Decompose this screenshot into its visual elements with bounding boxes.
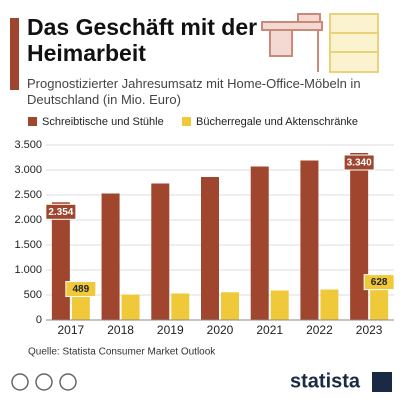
source: Quelle: Statista Consumer Market Outlook <box>28 347 216 358</box>
value-label: 628 <box>371 277 388 288</box>
x-tick-label: 2023 <box>356 323 383 337</box>
legend-label: Schreibtische und Stühle <box>42 116 164 128</box>
legend-swatch <box>28 117 37 126</box>
bar <box>201 177 219 320</box>
accent-bar <box>10 18 19 90</box>
y-tick-label: 1.000 <box>14 264 42 276</box>
y-tick-label: 2.000 <box>14 214 42 226</box>
bar <box>51 202 70 320</box>
x-tick-label: 2020 <box>207 323 234 337</box>
bar <box>270 290 289 320</box>
x-tick-label: 2021 <box>256 323 283 337</box>
value-label-box <box>343 154 375 171</box>
bar <box>370 288 389 320</box>
furniture-illustration <box>261 13 379 73</box>
bar <box>320 289 339 320</box>
x-tick-label: 2022 <box>306 323 333 337</box>
bar <box>101 193 120 320</box>
x-tick-label: 2017 <box>58 323 85 337</box>
x-tick-label: 2019 <box>157 323 184 337</box>
bar <box>221 292 239 320</box>
value-label: 489 <box>73 284 90 295</box>
bar <box>250 166 269 320</box>
y-tick-label: 2.500 <box>14 189 42 201</box>
chart-subtitle: Prognostizierter Jahresumsatz mit Home-O… <box>27 76 361 107</box>
x-tick-label: 2018 <box>107 323 134 337</box>
y-tick-label: 3.000 <box>14 164 42 176</box>
license-icons <box>11 373 77 391</box>
y-tick-label: 0 <box>36 314 42 326</box>
bar <box>300 160 319 320</box>
value-label: 2.354 <box>48 207 73 218</box>
logo: statista <box>290 370 361 392</box>
chart-title: Das Geschäft mit der Heimarbeit <box>27 14 258 66</box>
bar <box>121 294 140 320</box>
value-label: 3.340 <box>347 158 372 169</box>
legend-swatch <box>182 117 191 126</box>
legend-label: Bücherregale und Aktenschränke <box>196 116 358 128</box>
y-tick-label: 500 <box>24 289 42 301</box>
bar <box>151 183 170 320</box>
y-tick-label: 3.500 <box>14 139 42 151</box>
bar <box>71 295 90 320</box>
value-label-box <box>45 203 77 220</box>
value-label-box <box>363 274 395 291</box>
value-label-box <box>65 281 97 298</box>
bar <box>350 153 369 320</box>
y-tick-label: 1.500 <box>14 239 42 251</box>
logo-icon <box>372 372 392 392</box>
bar <box>171 293 190 320</box>
